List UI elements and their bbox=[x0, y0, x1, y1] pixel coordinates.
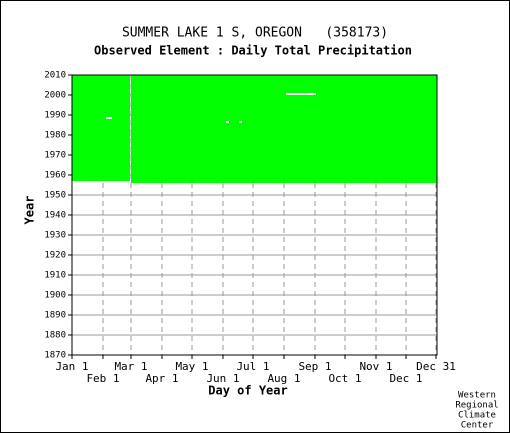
chart-title: SUMMER LAKE 1 S, OREGON (358173) bbox=[122, 26, 388, 41]
missing-gap bbox=[239, 121, 242, 123]
x-tick-label: Dec 1 bbox=[389, 372, 422, 385]
y-tick-label: 2000 bbox=[44, 91, 66, 101]
x-tick-label: Aug 1 bbox=[267, 372, 300, 385]
x-tick-label: Nov 1 bbox=[359, 360, 392, 373]
x-tick-label: Jul 1 bbox=[236, 360, 269, 373]
coverage-block bbox=[72, 75, 130, 181]
credit-text: Climate bbox=[458, 411, 496, 421]
coverage-block bbox=[131, 75, 437, 183]
missing-gap bbox=[286, 93, 316, 95]
y-tick-label: 1890 bbox=[44, 311, 66, 321]
x-tick-label: Oct 1 bbox=[328, 372, 361, 385]
y-tick-label: 1910 bbox=[44, 271, 66, 281]
y-tick-label: 1950 bbox=[44, 191, 66, 201]
y-tick-label: 1920 bbox=[44, 251, 66, 261]
plot-frame bbox=[71, 74, 438, 356]
y-tick-label: 2010 bbox=[44, 71, 66, 81]
y-tick-label: 1990 bbox=[44, 111, 66, 121]
x-tick-label: Dec 31 bbox=[416, 360, 456, 373]
chart-subtitle: Observed Element : Daily Total Precipita… bbox=[94, 44, 412, 58]
x-axis-label: Day of Year bbox=[208, 384, 287, 398]
y-tick-label: 1960 bbox=[44, 171, 66, 181]
y-tick-label: 1980 bbox=[44, 131, 66, 141]
credit-text: Western bbox=[458, 391, 496, 401]
missing-gap bbox=[106, 117, 112, 119]
x-tick-label: Mar 1 bbox=[114, 360, 147, 373]
x-tick-label: Feb 1 bbox=[86, 372, 119, 385]
y-tick-label: 1970 bbox=[44, 151, 66, 161]
missing-gap bbox=[226, 121, 229, 123]
x-tick-label: Jun 1 bbox=[206, 372, 239, 385]
x-tick-label: Apr 1 bbox=[145, 372, 178, 385]
x-tick-label: Sep 1 bbox=[298, 360, 331, 373]
credit-text: Center bbox=[461, 421, 494, 431]
y-tick-label: 1940 bbox=[44, 211, 66, 221]
x-tick-label: Jan 1 bbox=[55, 360, 88, 373]
y-axis-label: Year bbox=[23, 196, 37, 225]
credit-text: Regional bbox=[455, 401, 498, 411]
y-tick-label: 1880 bbox=[44, 331, 66, 341]
x-tick-label: May 1 bbox=[175, 360, 208, 373]
y-tick-label: 1900 bbox=[44, 291, 66, 301]
y-tick-label: 1930 bbox=[44, 231, 66, 241]
y-tick-label: 1870 bbox=[44, 351, 66, 361]
